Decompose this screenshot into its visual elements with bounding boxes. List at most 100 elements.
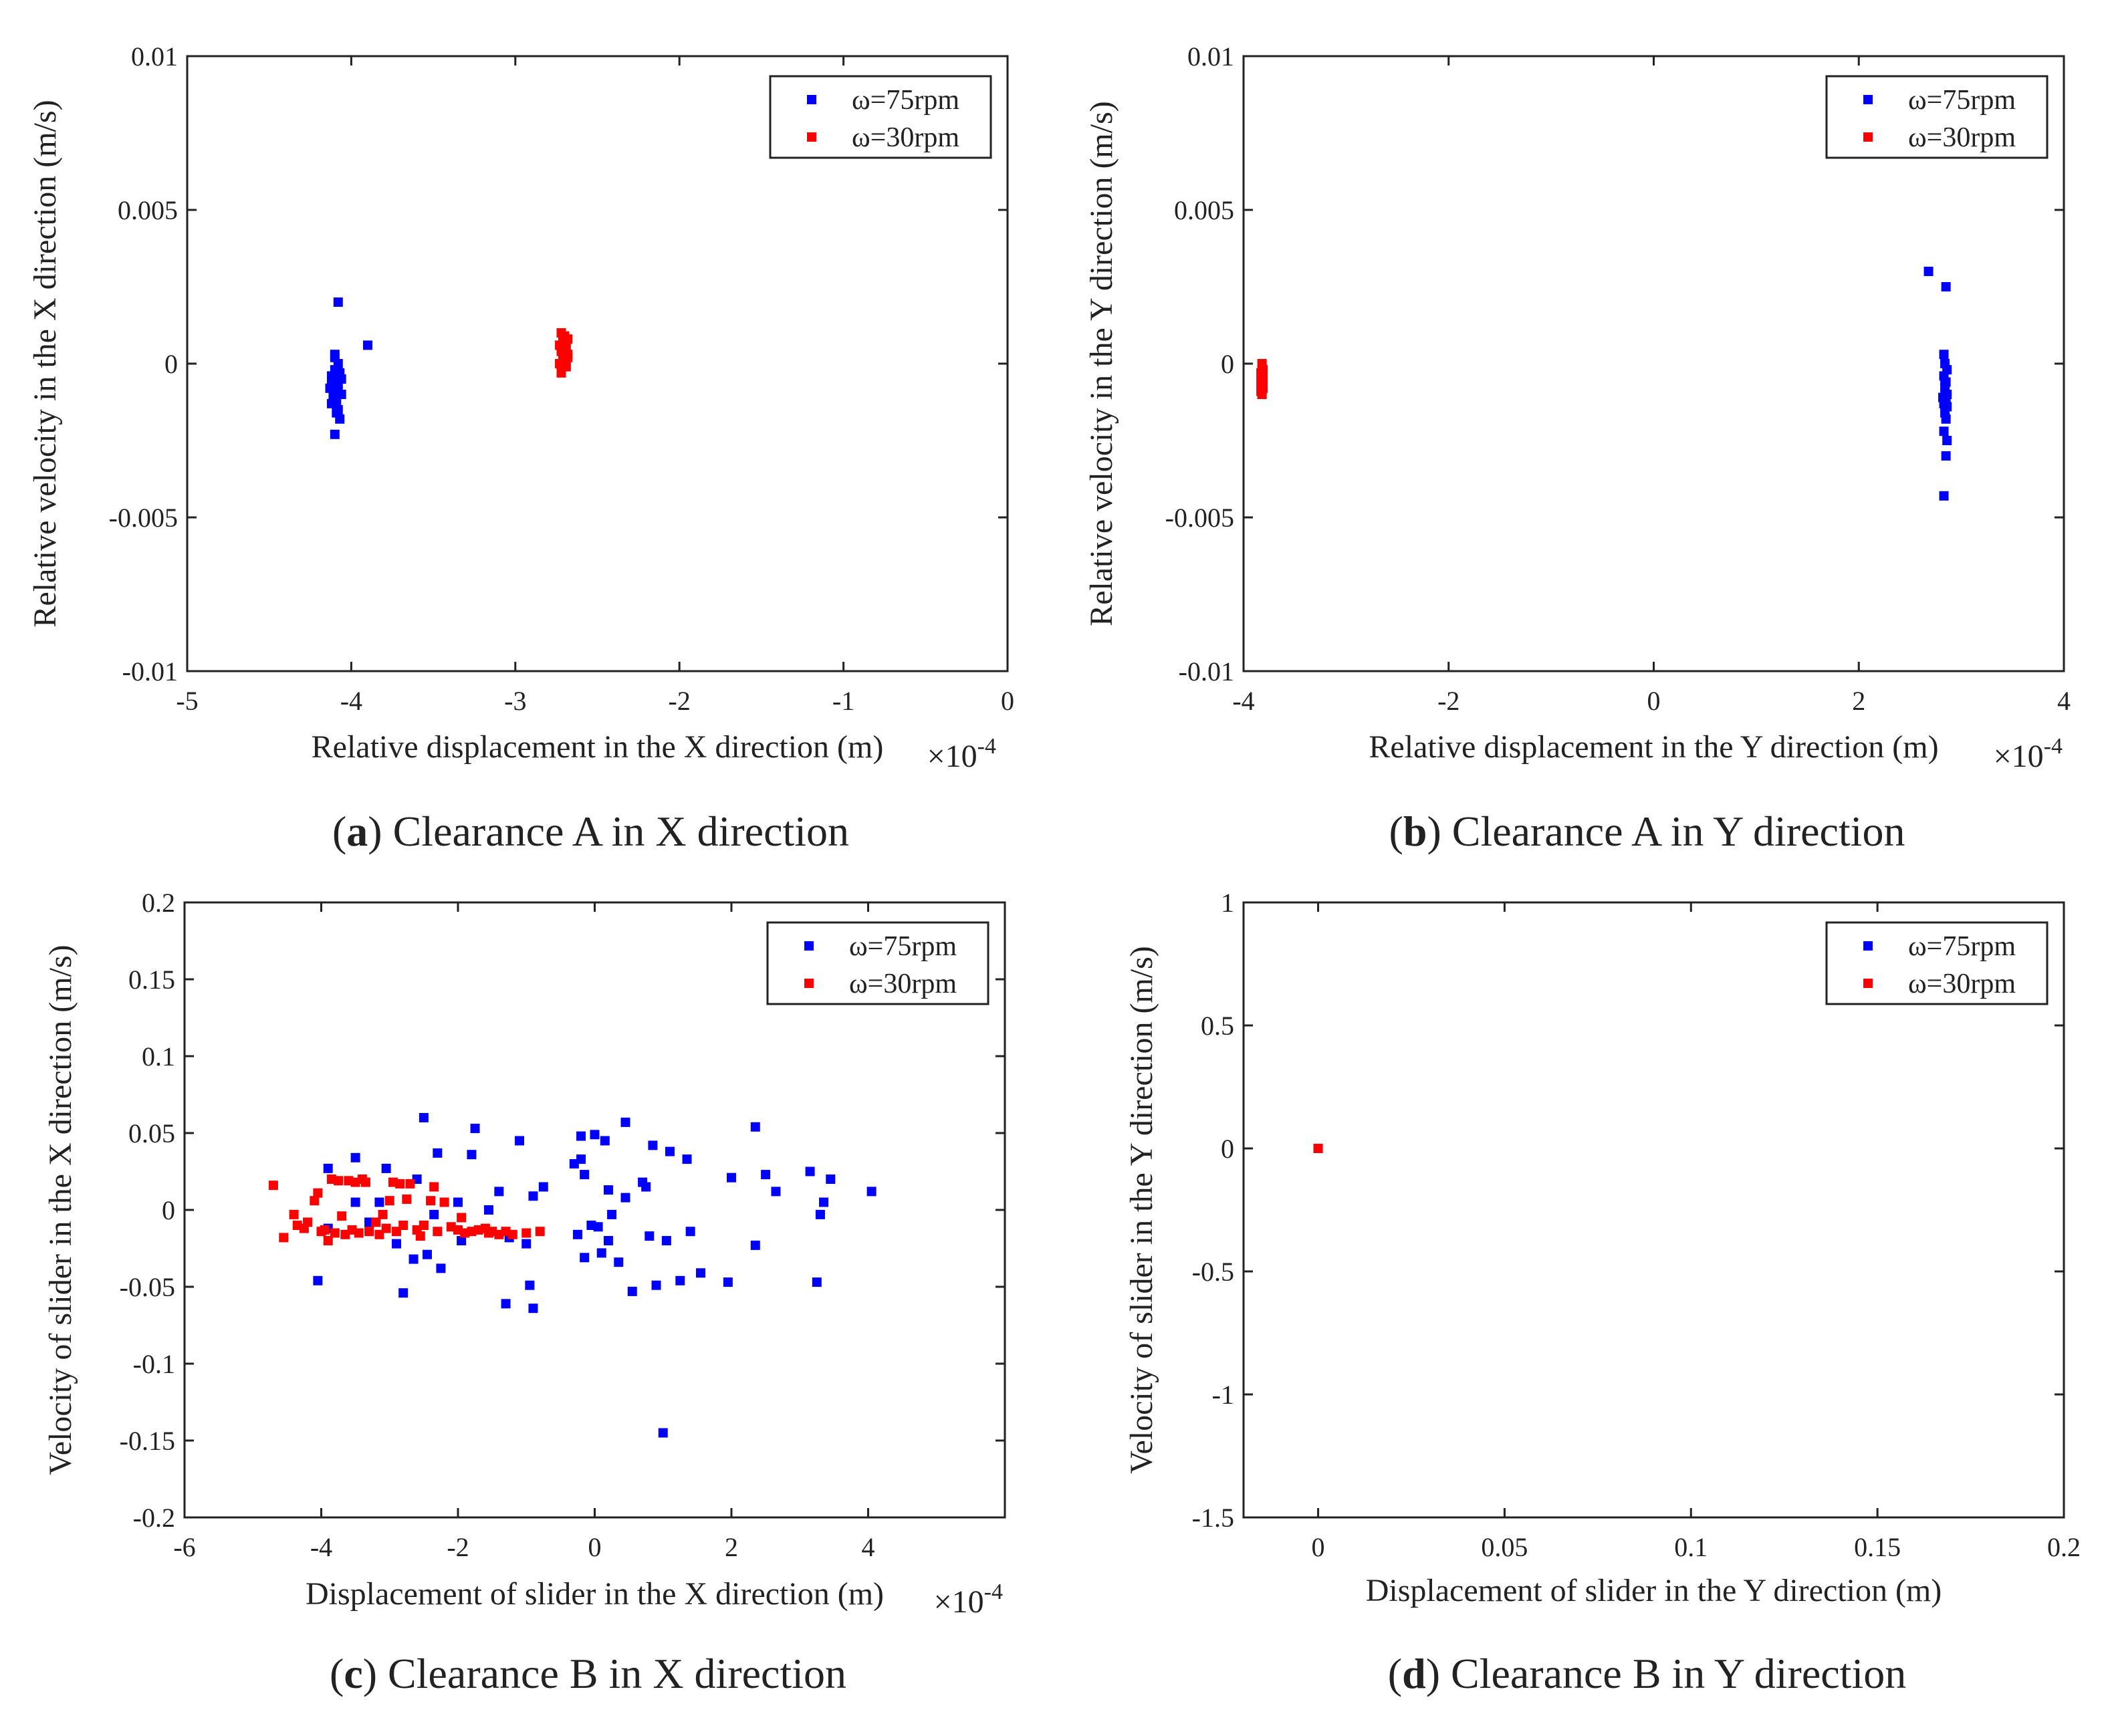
chart-panel-c: -6 -4 -2 0 2 4 -0.2 -0.15 -0.1 -0.05 0 0.05 0.1 0.15 0… (43, 888, 1006, 1697)
data-point (337, 1211, 347, 1221)
multiplier-base: ×10 (1994, 739, 2044, 774)
legend-label: ω=30rpm (1908, 969, 2016, 999)
data-point (1941, 282, 1951, 291)
data-point (580, 1253, 590, 1263)
data-point (360, 1177, 370, 1187)
series-omega-30rpm (1256, 359, 1268, 399)
data-point (330, 1228, 340, 1238)
data-point (299, 1223, 309, 1233)
legend-marker (804, 979, 814, 988)
x-axis-multiplier: ×10-4 (934, 1580, 1003, 1620)
caption-paren-close: ) (1426, 1650, 1440, 1697)
data-point (422, 1249, 432, 1259)
data-point (429, 1209, 439, 1219)
x-tick-label: -2 (669, 686, 691, 716)
legend-box (766, 921, 989, 1005)
y-tick-label: -0.1 (133, 1349, 175, 1379)
caption-text: Clearance A in Y direction (1441, 808, 1905, 855)
data-point (761, 1170, 771, 1180)
caption-letter: a (346, 808, 368, 855)
x-tick-label: 0.2 (2047, 1532, 2081, 1562)
legend: ω=75rpm ω=30rpm (1825, 921, 2049, 1005)
data-point (535, 1227, 545, 1237)
caption-text: Clearance B in Y direction (1440, 1650, 1906, 1697)
data-point (1941, 414, 1951, 424)
series-omega-75rpm (313, 1113, 876, 1438)
panel-caption: (d) Clearance B in Y direction (1388, 1650, 1906, 1697)
x-tick-label: -2 (1437, 686, 1459, 716)
data-point (374, 1197, 384, 1207)
chart-panel-d: 0 0.05 0.1 0.15 0.2 -1.5 -1 -0.5 0 0.5 1 ω=75rpm ω=3… (1124, 888, 2081, 1697)
legend-box (769, 75, 992, 159)
data-point (470, 1124, 480, 1134)
y-tick-label: -0.2 (133, 1503, 175, 1533)
data-point (658, 1428, 668, 1438)
multiplier-base: ×10 (934, 1584, 984, 1620)
data-point (378, 1209, 388, 1219)
x-tick-label: -5 (176, 686, 198, 716)
multiplier-base: ×10 (927, 739, 977, 774)
legend-marker (1863, 95, 1873, 104)
legend-label: ω=75rpm (852, 85, 959, 116)
caption-paren-open: ( (330, 1650, 344, 1697)
legend-label: ω=30rpm (852, 122, 959, 153)
x-tick-label: 0 (1647, 686, 1661, 716)
data-point (1941, 451, 1951, 461)
data-point (408, 1254, 419, 1264)
legend-label: ω=30rpm (849, 969, 957, 999)
series-omega-30rpm (268, 1174, 545, 1245)
legend-label: ω=75rpm (1908, 85, 2016, 116)
data-point (651, 1280, 661, 1290)
data-point (560, 340, 570, 350)
caption-paren-close: ) (1427, 808, 1441, 855)
data-point (812, 1277, 822, 1287)
data-point (685, 1227, 695, 1237)
legend-box (1825, 921, 2049, 1005)
data-point (603, 1236, 613, 1245)
data-point (750, 1122, 760, 1132)
data-point (771, 1187, 781, 1197)
series-omega-30rpm (1313, 1144, 1323, 1153)
x-tick-label: 0 (1001, 686, 1014, 716)
x-tick-label: 2 (725, 1532, 738, 1562)
data-point (866, 1187, 876, 1197)
data-point (484, 1228, 494, 1238)
caption-letter: d (1402, 1650, 1426, 1697)
data-point (641, 1182, 651, 1192)
y-axis-label: Velocity of slider in the X direction (m… (43, 945, 78, 1475)
data-point (819, 1197, 829, 1207)
data-point (1923, 267, 1934, 276)
data-point (332, 408, 342, 418)
x-tick-label: -4 (1232, 686, 1254, 716)
data-point (335, 368, 345, 378)
data-point (695, 1268, 705, 1278)
data-point (607, 1209, 617, 1219)
x-tick-label: 0 (1312, 1532, 1325, 1562)
y-tick-label: -0.005 (109, 503, 178, 533)
data-point (682, 1154, 692, 1164)
x-tick-label: -1 (832, 686, 854, 716)
x-axis-label: Displacement of slider in the X directio… (306, 1576, 884, 1612)
multiplier-exponent: -4 (977, 734, 996, 759)
data-point (419, 1113, 429, 1122)
data-point (323, 1163, 333, 1173)
caption-paren-close: ) (368, 808, 382, 855)
data-point (484, 1205, 494, 1215)
data-point (1942, 436, 1952, 445)
legend-marker (1863, 979, 1873, 988)
data-point (457, 1213, 467, 1223)
legend-marker (1863, 941, 1873, 951)
x-tick-label: -6 (173, 1532, 195, 1562)
y-tick-label: 0.5 (1201, 1011, 1234, 1041)
data-point (627, 1286, 637, 1296)
y-tick-label: 0 (162, 1195, 175, 1225)
data-point (1939, 426, 1949, 437)
data-point (395, 1179, 405, 1189)
caption-paren-close: ) (363, 1650, 377, 1697)
x-axis-label: Relative displacement in the X direction… (312, 729, 884, 765)
y-tick-label: 0 (1221, 1134, 1234, 1164)
data-point (419, 1221, 429, 1230)
panel-caption: (b) Clearance A in Y direction (1389, 808, 1905, 855)
y-tick-label: -0.15 (120, 1426, 175, 1456)
